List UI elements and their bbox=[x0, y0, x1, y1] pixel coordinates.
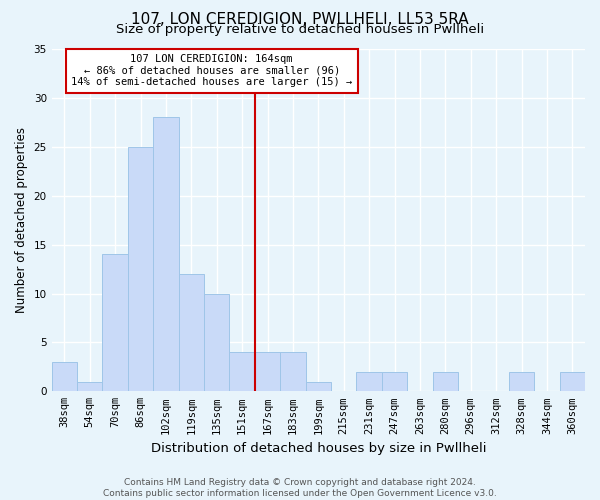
Bar bbox=[77, 382, 103, 392]
Bar bbox=[255, 352, 280, 392]
Bar bbox=[433, 372, 458, 392]
Bar bbox=[305, 382, 331, 392]
Bar bbox=[103, 254, 128, 392]
Text: 107 LON CEREDIGION: 164sqm
← 86% of detached houses are smaller (96)
14% of semi: 107 LON CEREDIGION: 164sqm ← 86% of deta… bbox=[71, 54, 352, 88]
Bar bbox=[560, 372, 585, 392]
Text: Contains HM Land Registry data © Crown copyright and database right 2024.
Contai: Contains HM Land Registry data © Crown c… bbox=[103, 478, 497, 498]
Bar bbox=[179, 274, 204, 392]
Bar bbox=[204, 294, 229, 392]
Bar bbox=[356, 372, 382, 392]
Bar bbox=[128, 147, 153, 392]
Y-axis label: Number of detached properties: Number of detached properties bbox=[15, 127, 28, 313]
Bar bbox=[153, 118, 179, 392]
Text: 107, LON CEREDIGION, PWLLHELI, LL53 5RA: 107, LON CEREDIGION, PWLLHELI, LL53 5RA bbox=[131, 12, 469, 28]
Bar bbox=[229, 352, 255, 392]
X-axis label: Distribution of detached houses by size in Pwllheli: Distribution of detached houses by size … bbox=[151, 442, 486, 455]
Bar bbox=[382, 372, 407, 392]
Bar bbox=[280, 352, 305, 392]
Text: Size of property relative to detached houses in Pwllheli: Size of property relative to detached ho… bbox=[116, 22, 484, 36]
Bar bbox=[509, 372, 534, 392]
Bar bbox=[52, 362, 77, 392]
